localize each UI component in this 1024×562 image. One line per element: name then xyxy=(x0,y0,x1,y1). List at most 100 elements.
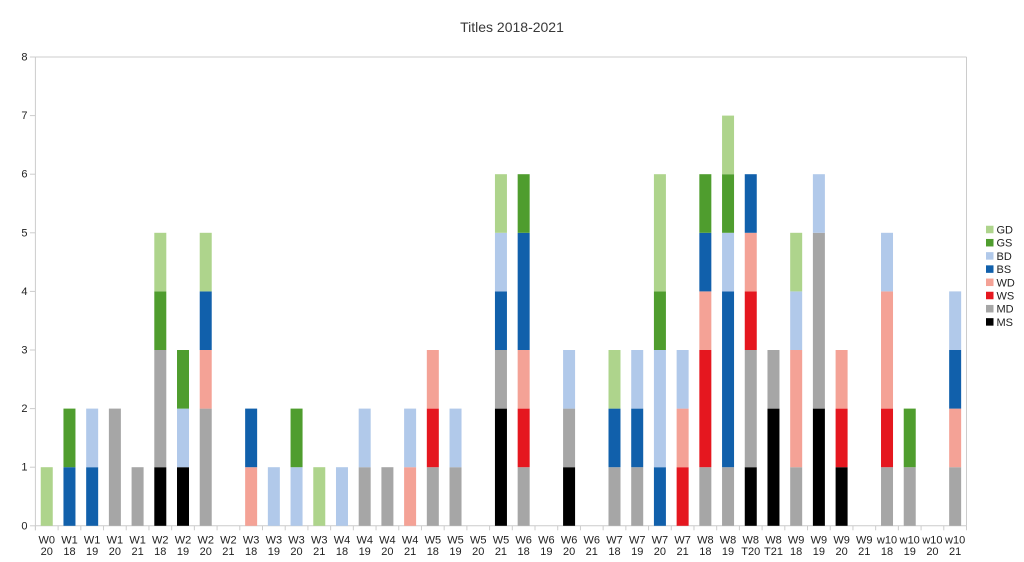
svg-text:20: 20 xyxy=(290,546,302,557)
svg-text:18: 18 xyxy=(336,546,348,557)
svg-text:W5: W5 xyxy=(493,535,510,547)
svg-text:19: 19 xyxy=(449,546,461,557)
svg-text:BD: BD xyxy=(997,251,1012,263)
svg-text:W5: W5 xyxy=(470,535,487,547)
svg-text:W2: W2 xyxy=(175,535,192,547)
svg-text:w10: w10 xyxy=(899,535,920,547)
svg-text:21: 21 xyxy=(586,546,598,557)
svg-text:20: 20 xyxy=(200,546,212,557)
svg-text:W4: W4 xyxy=(356,535,373,547)
svg-text:W6: W6 xyxy=(538,535,555,547)
svg-text:W5: W5 xyxy=(425,535,442,547)
svg-text:W2: W2 xyxy=(152,535,169,547)
svg-text:W0: W0 xyxy=(39,535,56,547)
svg-text:W1: W1 xyxy=(107,535,124,547)
svg-text:W2: W2 xyxy=(197,535,214,547)
svg-text:T21: T21 xyxy=(764,546,783,557)
svg-text:T20: T20 xyxy=(741,546,760,557)
svg-text:20: 20 xyxy=(41,546,53,557)
svg-text:21: 21 xyxy=(949,546,961,557)
svg-text:20: 20 xyxy=(472,546,484,557)
svg-text:19: 19 xyxy=(813,546,825,557)
svg-text:18: 18 xyxy=(881,546,893,557)
svg-text:W7: W7 xyxy=(652,535,669,547)
svg-text:W6: W6 xyxy=(515,535,532,547)
svg-text:W5: W5 xyxy=(447,535,464,547)
svg-text:W8: W8 xyxy=(720,535,737,547)
svg-text:19: 19 xyxy=(177,546,189,557)
svg-text:W9: W9 xyxy=(788,535,805,547)
svg-text:19: 19 xyxy=(904,546,916,557)
svg-text:WS: WS xyxy=(997,291,1015,303)
svg-text:0: 0 xyxy=(21,520,27,532)
svg-text:W1: W1 xyxy=(84,535,101,547)
svg-text:w10: w10 xyxy=(876,535,897,547)
svg-text:21: 21 xyxy=(313,546,325,557)
svg-text:W3: W3 xyxy=(311,535,328,547)
svg-text:21: 21 xyxy=(495,546,507,557)
svg-text:W7: W7 xyxy=(606,535,623,547)
svg-text:W4: W4 xyxy=(402,535,419,547)
svg-text:W8: W8 xyxy=(697,535,714,547)
svg-text:18: 18 xyxy=(699,546,711,557)
svg-text:W6: W6 xyxy=(561,535,578,547)
svg-text:W7: W7 xyxy=(629,535,646,547)
svg-text:21: 21 xyxy=(404,546,416,557)
svg-text:7: 7 xyxy=(21,110,27,122)
svg-text:Titles 2018-2021: Titles 2018-2021 xyxy=(460,19,564,35)
svg-text:20: 20 xyxy=(109,546,121,557)
svg-text:1: 1 xyxy=(21,462,27,474)
svg-text:19: 19 xyxy=(540,546,552,557)
svg-text:18: 18 xyxy=(427,546,439,557)
svg-text:18: 18 xyxy=(63,546,75,557)
svg-text:W2: W2 xyxy=(220,535,237,547)
svg-text:MD: MD xyxy=(997,304,1014,316)
svg-text:MS: MS xyxy=(997,317,1014,329)
svg-text:W1: W1 xyxy=(61,535,78,547)
svg-text:19: 19 xyxy=(631,546,643,557)
svg-text:4: 4 xyxy=(21,286,27,298)
svg-text:W7: W7 xyxy=(674,535,691,547)
svg-text:W9: W9 xyxy=(856,535,873,547)
svg-text:20: 20 xyxy=(926,546,938,557)
svg-text:GS: GS xyxy=(997,238,1013,250)
svg-text:21: 21 xyxy=(677,546,689,557)
svg-text:18: 18 xyxy=(154,546,166,557)
svg-text:21: 21 xyxy=(222,546,234,557)
svg-text:19: 19 xyxy=(268,546,280,557)
svg-text:W4: W4 xyxy=(379,535,396,547)
svg-text:w10: w10 xyxy=(921,535,942,547)
svg-text:18: 18 xyxy=(518,546,530,557)
svg-text:WD: WD xyxy=(997,277,1015,289)
svg-text:18: 18 xyxy=(790,546,802,557)
svg-text:GD: GD xyxy=(997,225,1014,237)
svg-text:W9: W9 xyxy=(833,535,850,547)
svg-text:W1: W1 xyxy=(129,535,146,547)
svg-text:18: 18 xyxy=(608,546,620,557)
svg-text:20: 20 xyxy=(835,546,847,557)
svg-text:3: 3 xyxy=(21,345,27,357)
svg-text:19: 19 xyxy=(359,546,371,557)
svg-text:W3: W3 xyxy=(266,535,283,547)
svg-text:21: 21 xyxy=(858,546,870,557)
svg-text:19: 19 xyxy=(722,546,734,557)
svg-text:W3: W3 xyxy=(288,535,305,547)
svg-text:19: 19 xyxy=(86,546,98,557)
svg-text:BS: BS xyxy=(997,264,1012,276)
svg-text:2: 2 xyxy=(21,403,27,415)
svg-text:W4: W4 xyxy=(334,535,351,547)
svg-text:W3: W3 xyxy=(243,535,260,547)
svg-text:21: 21 xyxy=(131,546,143,557)
svg-text:W9: W9 xyxy=(811,535,828,547)
svg-text:20: 20 xyxy=(381,546,393,557)
svg-text:20: 20 xyxy=(654,546,666,557)
svg-text:5: 5 xyxy=(21,227,27,239)
svg-text:W6: W6 xyxy=(584,535,601,547)
svg-text:18: 18 xyxy=(245,546,257,557)
svg-text:W8: W8 xyxy=(765,535,782,547)
svg-text:W8: W8 xyxy=(743,535,760,547)
svg-text:6: 6 xyxy=(21,169,27,181)
svg-text:20: 20 xyxy=(563,546,575,557)
svg-text:8: 8 xyxy=(21,52,27,64)
svg-text:w10: w10 xyxy=(944,535,965,547)
